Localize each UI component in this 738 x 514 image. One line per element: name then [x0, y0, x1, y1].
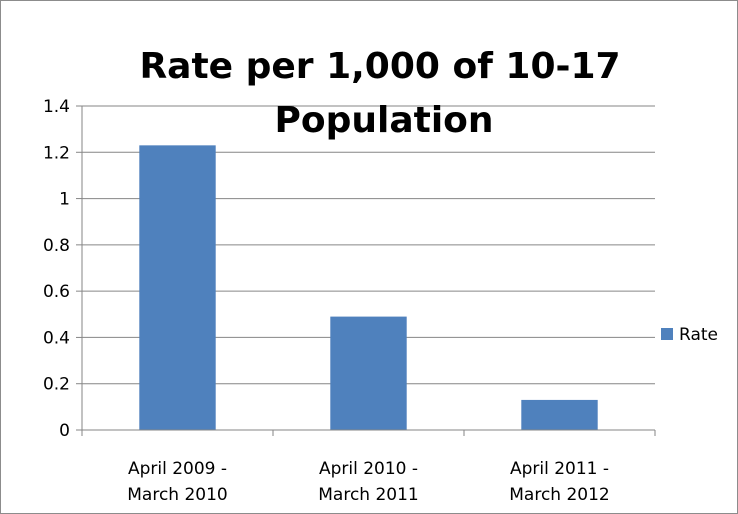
y-tick-label: 0.8	[43, 236, 70, 256]
chart-title: Rate per 1,000 of 10-17 Population	[139, 46, 620, 141]
chart-title-line-1: Rate per 1,000 of 10-17	[139, 46, 620, 87]
y-tick-label: 1.2	[43, 143, 70, 163]
y-tick-label: 0.6	[43, 282, 70, 302]
bar-rate-1	[139, 145, 216, 431]
axes	[76, 105, 656, 436]
bars	[139, 145, 598, 431]
bar-rate-2	[330, 316, 407, 430]
y-tick-label: 0.2	[43, 375, 70, 395]
x-category-labels: April 2009 - March 2010 April 2010 - March …	[127, 459, 610, 505]
x-category-label: April 2011 -	[510, 459, 609, 479]
x-category-label: April 2010 -	[319, 459, 418, 479]
y-tick-label: 0	[59, 421, 70, 441]
legend-label-rate: Rate	[679, 325, 718, 345]
x-category-label: March 2010	[127, 485, 228, 505]
y-tick-label: 0.4	[43, 328, 70, 348]
bar-rate-3	[521, 399, 598, 430]
x-category-label: March 2011	[318, 485, 419, 505]
y-tick-label: 1	[59, 190, 70, 210]
legend-swatch-rate	[661, 328, 673, 340]
legend: Rate	[661, 325, 718, 345]
y-tick-label: 1.4	[43, 97, 70, 117]
x-category-label: March 2012	[509, 485, 610, 505]
y-tick-labels: 0 0.2 0.4 0.6 0.8 1 1.2 1.4	[43, 97, 70, 441]
x-category-label: April 2009 -	[128, 459, 227, 479]
chart-title-line-2: Population	[274, 100, 493, 141]
